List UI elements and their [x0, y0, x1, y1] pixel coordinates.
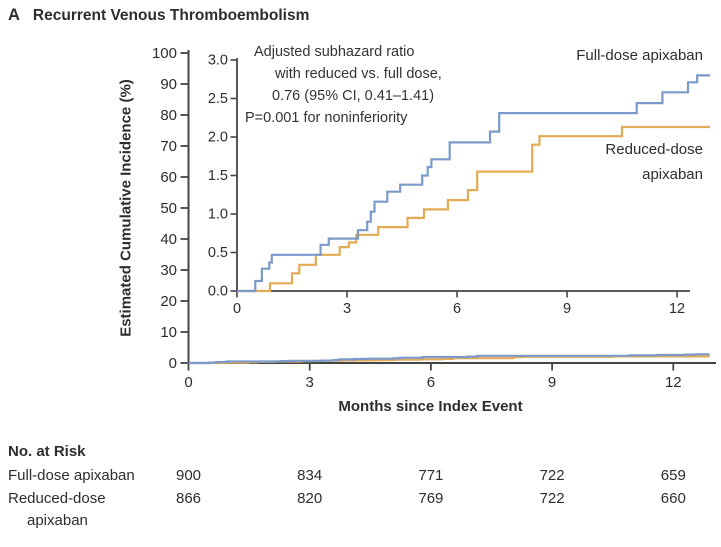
series-label-reduced-dose: Reduced-dose apixaban [523, 137, 703, 187]
main-y-tick-label: 30 [160, 262, 177, 279]
inset-y-tick-label: 0.5 [208, 245, 228, 261]
annotation-line-2: with reduced vs. full dose, [275, 66, 442, 82]
inset-axes: 0.0 0.5 1.0 1.5 2.0 2.5 3.0 0 3 6 9 12 [208, 53, 690, 317]
risk-value: 660 [660, 490, 686, 507]
annotation-line-3: 0.76 (95% CI, 0.41–1.41) [272, 88, 435, 104]
main-y-tick-label: 100 [152, 45, 177, 62]
inset-y-tick-label: 0.0 [208, 284, 228, 300]
main-x-tick-label: 9 [548, 374, 556, 391]
risk-value: 866 [175, 490, 202, 507]
risk-value: 722 [539, 490, 565, 507]
main-curves [188, 353, 710, 365]
inset-y-tick-label: 1.0 [208, 207, 228, 223]
main-y-tick-label: 70 [160, 138, 177, 155]
risk-value: 769 [418, 490, 444, 507]
stat-annotation: Adjusted subhazard ratio with reduced vs… [245, 41, 442, 129]
main-y-tick-label: 0 [169, 355, 177, 372]
risk-row-label-reduced-dose: Reduced-dose [8, 490, 106, 507]
inset-x-tick-label: 9 [563, 301, 571, 317]
main-y-tick-label: 90 [160, 76, 177, 93]
y-axis-title: Estimated Cumulative Incidence (%) [117, 79, 135, 337]
risk-value: 722 [539, 467, 565, 484]
series-label-reduced-dose-line1: Reduced-dose [605, 141, 703, 158]
panel-letter: A [8, 6, 20, 24]
main-y-tick-label: 20 [160, 293, 177, 310]
inset-y-tick-label: 2.0 [208, 130, 228, 146]
main-y-tick-label: 10 [160, 324, 177, 341]
risk-value: 834 [297, 467, 323, 484]
risk-row-label-full-dose: Full-dose apixaban [8, 467, 135, 484]
risk-value: 771 [418, 467, 444, 484]
risk-value: 820 [297, 490, 323, 507]
main-x-tick-label: 0 [184, 374, 192, 391]
inset-x-tick-label: 0 [233, 301, 241, 317]
series-label-full-dose: Full-dose apixaban [576, 47, 703, 64]
main-x-tick-label: 6 [427, 374, 435, 391]
inset-curve-reduced-dose [237, 125, 710, 293]
main-x-tick-label: 3 [306, 374, 314, 391]
main-y-tick-label: 60 [160, 169, 177, 186]
main-curve-full-dose [188, 353, 710, 365]
inset-curve-full-dose [237, 74, 710, 293]
figure-title-row: A Recurrent Venous Thromboembolism [8, 6, 309, 25]
risk-table-title: No. at Risk [8, 443, 86, 460]
main-y-tick-label: 50 [160, 200, 177, 217]
figure-title: Recurrent Venous Thromboembolism [32, 7, 310, 24]
inset-x-tick-label: 3 [343, 301, 351, 317]
inset-y-tick-label: 1.5 [208, 168, 228, 184]
annotation-line-1: Adjusted subhazard ratio [254, 44, 415, 60]
inset-x-tick-label: 6 [453, 301, 461, 317]
main-y-tick-label: 40 [160, 231, 177, 248]
risk-value: 659 [660, 467, 686, 484]
x-axis-title: Months since Index Event [338, 398, 523, 415]
inset-curves [237, 74, 710, 293]
inset-y-tick-label: 2.5 [208, 91, 228, 107]
main-x-tick-label: 12 [665, 374, 682, 391]
annotation-line-4: P=0.001 for noninferiority [245, 110, 408, 126]
inset-x-tick-label: 12 [669, 301, 685, 317]
inset-y-tick-label: 3.0 [208, 53, 228, 69]
main-y-tick-label: 80 [160, 107, 177, 124]
series-label-reduced-dose-line2: apixaban [642, 166, 703, 183]
risk-row-label-reduced-dose-line2: apixaban [27, 512, 88, 529]
risk-value: 900 [175, 467, 202, 484]
